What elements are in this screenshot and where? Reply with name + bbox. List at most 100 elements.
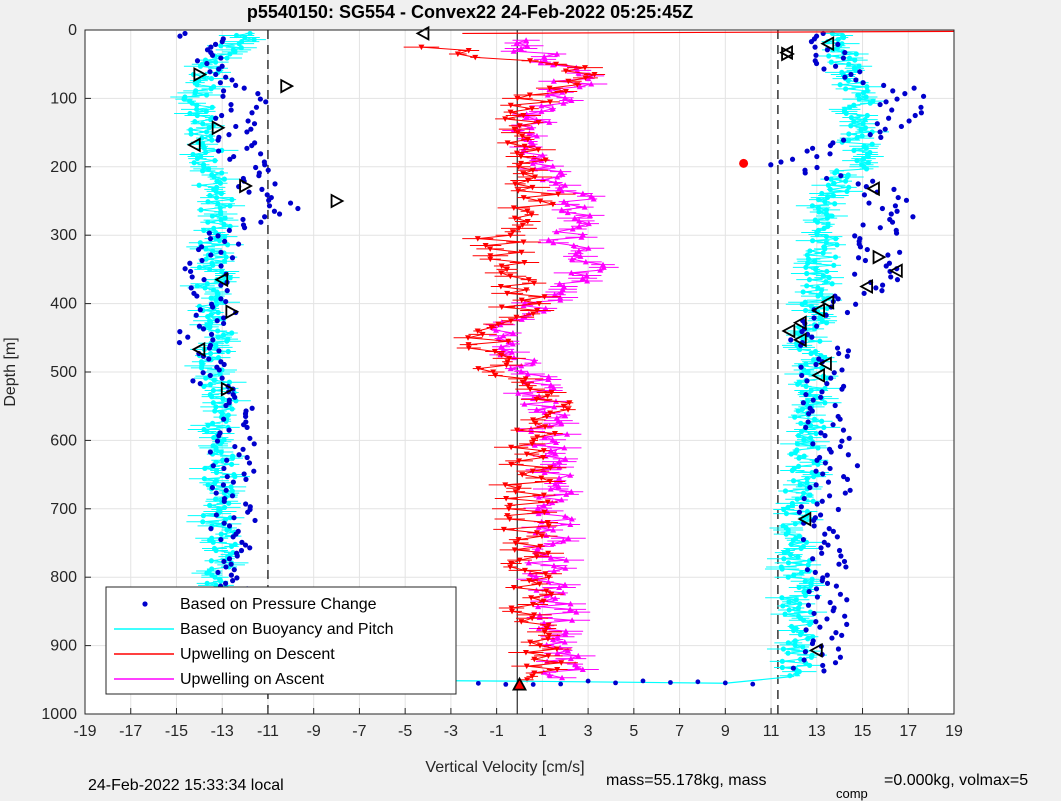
upwelling-descent-point	[531, 612, 538, 618]
buoyancy-ascent-point	[851, 147, 857, 153]
buoyancy-descent-point	[224, 55, 230, 61]
buoyancy-ascent-point	[856, 96, 862, 102]
upwelling-ascent-point	[590, 195, 597, 202]
buoyancy-descent-point	[215, 201, 221, 207]
pressure-descent-point	[208, 331, 215, 337]
upwelling-descent-point	[565, 78, 572, 85]
buoyancy-ascent-point	[810, 357, 817, 363]
pressure-descent-point	[256, 173, 262, 179]
buoyancy-ascent-point	[848, 123, 854, 129]
pressure-descent-point	[190, 378, 196, 384]
pressure-ascent-point	[835, 41, 841, 47]
upwelling-ascent-point	[577, 253, 584, 259]
buoyancy-descent-point	[211, 377, 217, 383]
upwelling-ascent-point	[576, 217, 583, 224]
pressure-ascent-point	[825, 542, 831, 548]
buoyancy-ascent-point	[785, 504, 791, 511]
upwelling-descent-point	[487, 256, 494, 263]
buoyancy-ascent-point	[781, 506, 787, 513]
pressure-descent-point	[226, 227, 232, 234]
upwelling-ascent-point	[576, 83, 583, 90]
pressure-descent-point	[223, 487, 229, 493]
upwelling-ascent-point	[550, 239, 557, 246]
buoyancy-ascent-point	[828, 176, 834, 182]
buoyancy-ascent-point	[803, 307, 809, 314]
buoyancy-descent-point	[218, 531, 224, 537]
upwelling-ascent-point	[567, 521, 574, 528]
pressure-ascent-point	[813, 60, 820, 67]
pressure-descent-point	[271, 208, 278, 214]
pressure-descent-point	[220, 93, 226, 99]
buoyancy-ascent-point	[789, 467, 795, 474]
pressure-ascent-point	[834, 345, 841, 351]
upwelling-descent-point	[506, 502, 513, 509]
pressure-descent-point	[207, 69, 213, 75]
pressure-ascent-point	[810, 397, 816, 403]
upwelling-descent-point	[565, 407, 572, 413]
upwelling-ascent-point	[524, 371, 531, 377]
upwelling-descent-point	[487, 246, 494, 252]
buoyancy-ascent-point	[804, 480, 810, 486]
y-axis-label: Depth [m]	[2, 337, 19, 406]
upwelling-ascent-point	[575, 247, 582, 254]
buoyancy-descent-point	[225, 348, 231, 355]
pressure-descent-point	[214, 318, 220, 324]
buoyancy-ascent-point	[823, 211, 830, 217]
upwelling-descent-point	[529, 602, 536, 608]
pressure-descent-point	[262, 214, 268, 220]
upwelling-descent-point	[474, 328, 481, 334]
upwelling-descent-point	[548, 591, 555, 598]
pressure-ascent-point	[867, 132, 873, 138]
buoyancy-ascent-point	[869, 141, 875, 147]
upwelling-descent-point	[529, 673, 536, 680]
surface-descent-trace	[462, 30, 955, 35]
buoyancy-ascent-point	[867, 100, 873, 106]
buoyancy-ascent-point	[824, 375, 830, 381]
bottom-pressure-point	[558, 681, 564, 687]
buoyancy-ascent-point	[862, 125, 869, 131]
buoyancy-ascent-point	[809, 203, 816, 209]
buoyancy-descent-point	[209, 394, 215, 400]
upwelling-ascent-point	[583, 272, 590, 279]
upwelling-ascent-point	[549, 540, 556, 547]
upwelling-ascent-point	[562, 630, 569, 637]
buoyancy-descent-point	[228, 543, 235, 550]
pressure-ascent-point	[788, 337, 794, 343]
buoyancy-descent-point	[215, 334, 221, 340]
upwelling-descent-point	[544, 636, 551, 642]
pressure-descent-point	[218, 263, 224, 269]
flag-marker-triangle-left	[811, 367, 825, 383]
upwelling-ascent-point	[585, 245, 592, 251]
upwelling-descent-point	[534, 307, 541, 314]
upwelling-descent-point	[519, 133, 526, 140]
y-tick-label: 900	[50, 638, 77, 655]
buoyancy-descent-point	[197, 63, 204, 69]
upwelling-ascent-point	[585, 220, 592, 227]
pressure-descent-point	[218, 296, 224, 302]
buoyancy-ascent-point	[780, 646, 787, 652]
upwelling-descent-point	[528, 595, 535, 601]
upwelling-ascent-point	[579, 666, 586, 673]
pressure-ascent-point	[819, 578, 825, 584]
buoyancy-ascent-point	[807, 248, 813, 254]
pressure-ascent-point	[836, 547, 843, 554]
buoyancy-descent-point	[194, 102, 200, 108]
pressure-descent-point	[201, 277, 207, 283]
pressure-descent-point	[216, 66, 222, 72]
upwelling-descent-point	[479, 331, 486, 338]
upwelling-ascent-point	[588, 81, 595, 87]
upwelling-ascent-point	[576, 223, 583, 229]
buoyancy-ascent-point	[786, 607, 792, 613]
buoyancy-descent-point	[201, 383, 207, 389]
upwelling-descent-point	[566, 400, 573, 406]
buoyancy-ascent-point	[865, 160, 872, 166]
buoyancy-ascent-point	[806, 277, 813, 283]
buoyancy-ascent-point	[779, 658, 785, 664]
buoyancy-ascent-point	[797, 482, 803, 488]
buoyancy-ascent-point	[781, 556, 787, 562]
buoyancy-ascent-point	[824, 194, 831, 201]
pressure-ascent-point	[822, 433, 828, 439]
buoyancy-descent-point	[196, 182, 202, 188]
buoyancy-descent-point	[201, 476, 207, 482]
upwelling-ascent-point	[556, 458, 563, 465]
